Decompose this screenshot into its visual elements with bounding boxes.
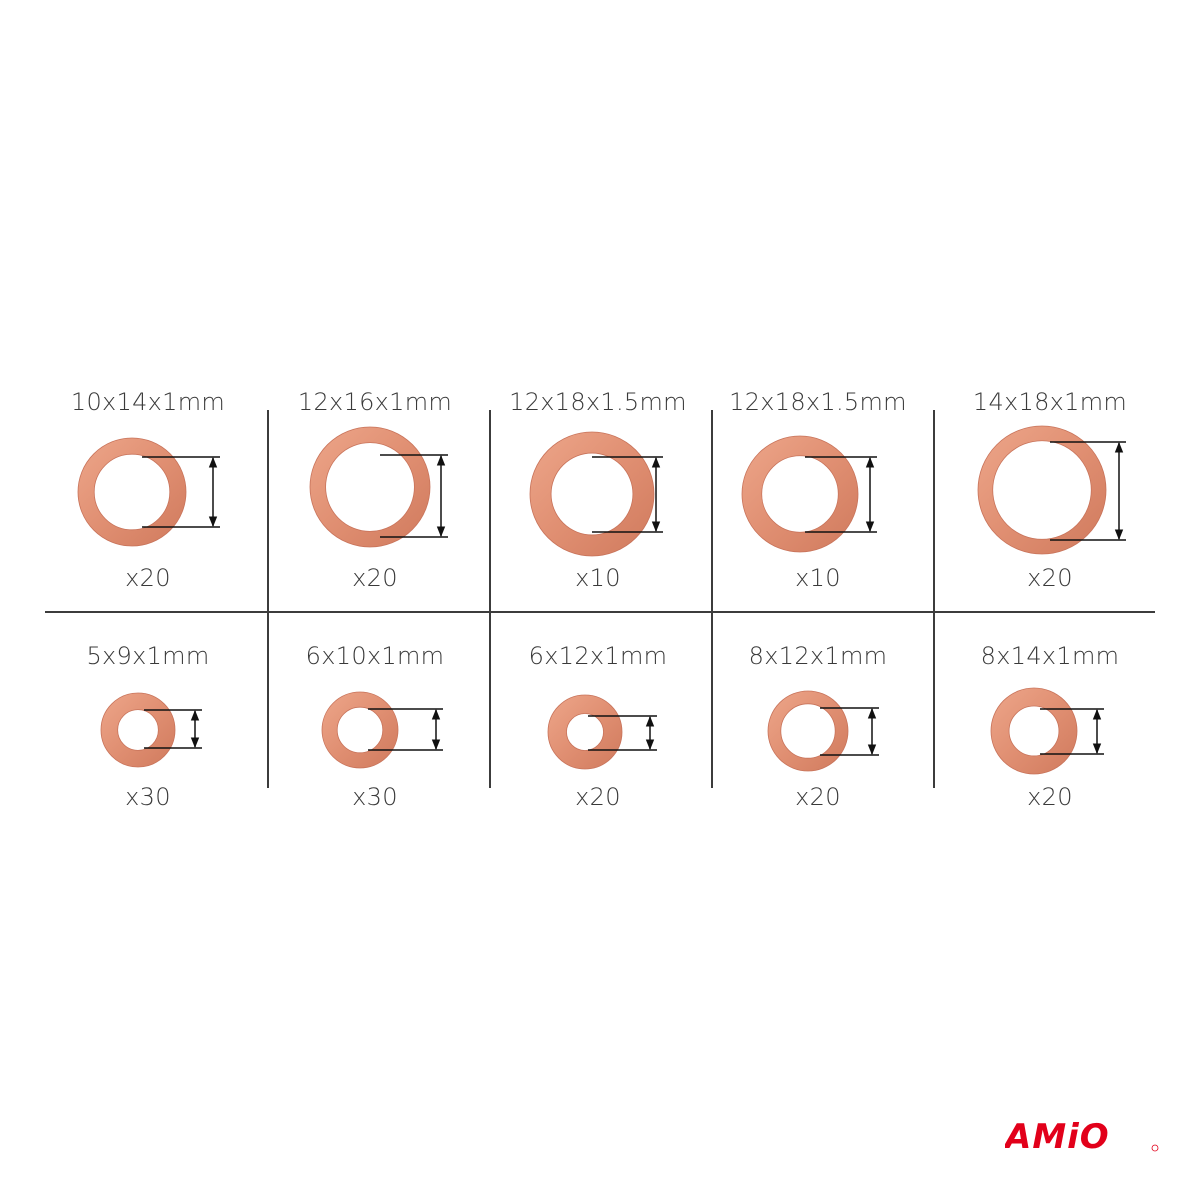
copper-washer (741, 435, 859, 553)
washer-size-label: 10x14x1mm (70, 388, 226, 416)
washer-count-label: x30 (125, 783, 171, 811)
washer-size-label: 6x10x1mm (305, 642, 445, 670)
copper-washer (529, 431, 655, 557)
washer-size-label: 5x9x1mm (86, 642, 210, 670)
copper-washer (990, 687, 1078, 775)
copper-washer (977, 425, 1107, 555)
washer-count-label: x20 (1027, 783, 1073, 811)
washer-size-label: 8x12x1mm (748, 642, 888, 670)
washer-count-label: x10 (795, 564, 841, 592)
vertical-divider (489, 410, 491, 788)
copper-washer (547, 694, 623, 770)
washer-size-label: 14x18x1mm (972, 388, 1128, 416)
washer-count-label: x10 (575, 564, 621, 592)
copper-washer (309, 426, 431, 548)
washer-count-label: x20 (1027, 564, 1073, 592)
washer-count-label: x20 (575, 783, 621, 811)
copper-washer (767, 690, 849, 772)
copper-washer (100, 692, 176, 768)
horizontal-divider (45, 611, 1155, 613)
vertical-divider (933, 410, 935, 788)
washer-count-label: x20 (352, 564, 398, 592)
washer-size-label: 8x14x1mm (980, 642, 1120, 670)
amio-logo: AMiO (1005, 1118, 1159, 1154)
washer-size-label: 12x16x1mm (297, 388, 453, 416)
washer-size-label: 6x12x1mm (528, 642, 668, 670)
washer-size-label: 12x18x1.5mm (729, 388, 907, 416)
vertical-divider (711, 410, 713, 788)
vertical-divider (267, 410, 269, 788)
washer-size-label: 12x18x1.5mm (509, 388, 687, 416)
washer-count-label: x30 (352, 783, 398, 811)
copper-washer (77, 437, 187, 547)
svg-text:AMiO: AMiO (1005, 1118, 1110, 1154)
washer-count-label: x20 (795, 783, 841, 811)
copper-washer (321, 691, 399, 769)
washer-count-label: x20 (125, 564, 171, 592)
